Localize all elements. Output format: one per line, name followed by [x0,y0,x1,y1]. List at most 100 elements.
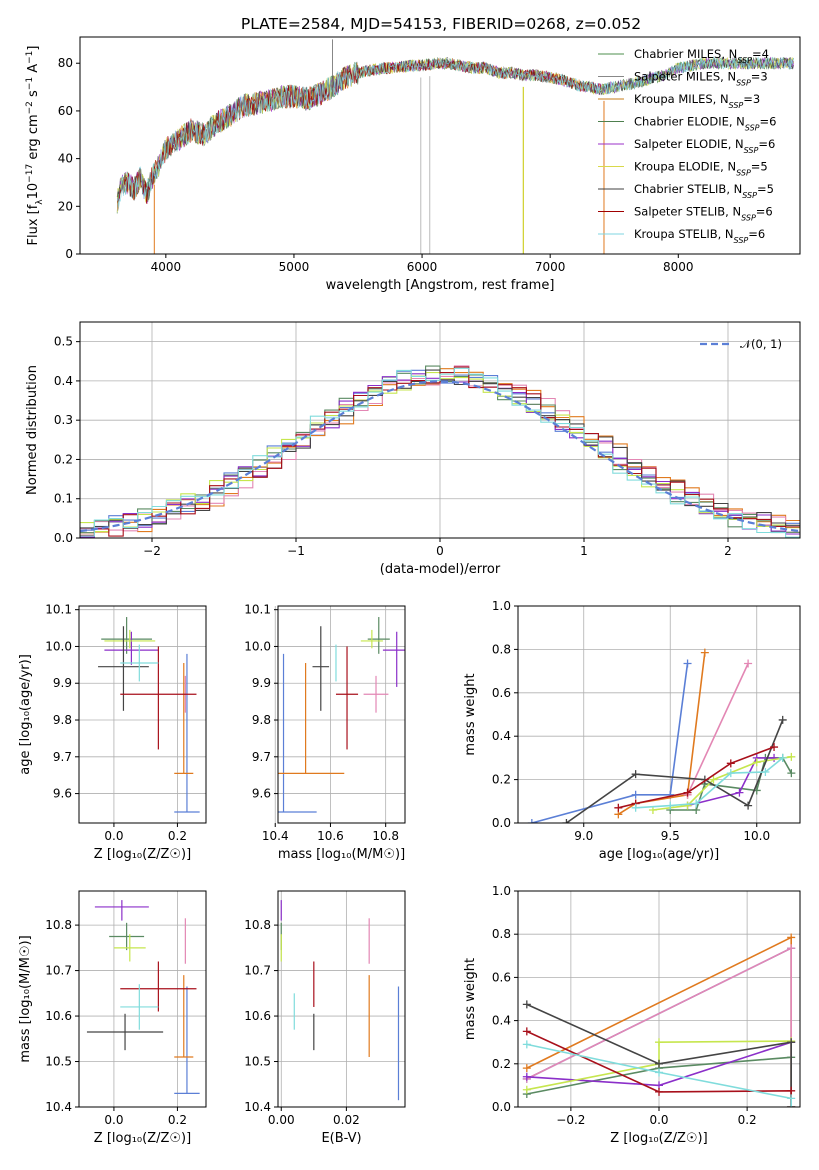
x-tick-label: 9.0 [574,829,593,843]
x-tick-label: 0.2 [168,829,187,843]
error-bar-point [278,653,317,813]
x-tick-label: 10.6 [317,829,344,843]
weight-line [526,1003,792,1107]
error-bar-point [104,631,159,665]
legend-label: Kroupa ELODIE, NSSP=5 [634,160,768,178]
error-bar-point [113,934,146,962]
plot-area [116,39,794,254]
weight-marker [744,801,753,810]
legend-entry: Salpeter MILES, NSSP=3 [598,70,768,87]
legend-entry: Kroupa STELIB, NSSP=6 [598,227,765,245]
x-axis-label: age [log₁₀(age/yr)] [599,847,720,862]
y-tick-label: 60 [58,104,73,118]
panel-2: −2 −1 0 1 2 0.0 0.1 0.2 0.3 0.4 0.5 (data-model)/er… [25,321,801,577]
plot-area [527,648,796,823]
weight-line [635,757,784,809]
y-axis-label: mass [log₁₀(M/M☉)] [18,935,33,1062]
weight-marker [522,1000,531,1009]
weight-marker [787,944,796,953]
y-tick-label: 10.5 [244,1055,271,1069]
x-tick-label: 0.0 [104,1113,123,1127]
plot-area [522,933,796,1107]
x-tick-label: 7000 [535,260,566,274]
y-tick-label: 0.6 [492,970,511,984]
y-tick-label: 10.4 [244,1100,271,1114]
weight-marker [761,768,770,777]
x-tick-label: 10.0 [743,829,770,843]
weight-marker [787,1038,796,1047]
x-tick-label: 2 [724,544,732,558]
weight-marker [770,743,779,752]
y-tick-label: 0.4 [492,1014,511,1028]
y-tick-label: 10.8 [244,918,271,932]
x-tick-label: −2 [143,544,161,558]
y-tick-label: 10.6 [244,1009,271,1023]
y-tick-label: 10.7 [45,964,72,978]
y-tick-label: 9.6 [53,787,72,801]
weight-marker [709,775,718,784]
y-tick-label: 10.1 [244,603,271,617]
x-tick-label: 10.4 [262,829,289,843]
weight-line [687,757,774,807]
x-tick-label: 10.8 [372,829,399,843]
weight-line [686,663,749,796]
error-bar-point [360,629,383,649]
y-tick-label: 0 [65,247,73,261]
y-tick-label: 10.7 [244,964,271,978]
x-tick-label: 0.0 [104,829,123,843]
y-tick-label: 0.6 [492,686,511,700]
y-axis-label: Flux [fλ10−17 erg cm−2 s−1 A−1] [25,46,45,246]
y-axis-label: age [log₁₀(age/yr)] [18,654,33,775]
legend-entry: Kroupa ELODIE, NSSP=5 [598,160,768,178]
weight-marker [522,1064,531,1073]
y-tick-label: 9.7 [252,750,271,764]
weight-marker [522,1072,531,1081]
error-bar-point [104,629,156,649]
weight-marker [655,1087,663,1096]
weight-series [614,743,779,812]
panel-8: −0.2 0.0 0.2 0.0 0.2 0.4 0.6 0.8 1.0 Z [log₁₀(Z/Z… [463,884,801,1146]
weight-marker [778,715,787,724]
y-tick-label: 1.0 [492,884,511,898]
weight-series [562,715,787,823]
error-bar-point [120,644,159,682]
x-tick-label: −0.2 [556,1113,585,1127]
spectrum-line [116,59,604,204]
x-tick-label: 9.5 [661,829,680,843]
error-bar-point [174,986,200,1094]
y-tick-label: 0.2 [54,452,73,466]
error-bar-point [109,922,145,951]
y-tick-label: 0.2 [492,1057,511,1071]
panel-5: 9.0 9.5 10.0 0.0 0.2 0.4 0.6 0.8 1.0 age [log₁₀(a… [463,599,801,862]
y-tick-label: 10.0 [244,639,271,653]
error-bar-point [312,626,330,711]
legend-entry: Chabrier STELIB, NSSP=5 [598,182,774,200]
spectrum-line [116,56,794,214]
y-tick-label: 9.8 [53,713,72,727]
y-tick-label: 0.4 [54,374,73,388]
weight-marker [522,1027,531,1036]
y-tick-label: 40 [58,152,73,166]
y-tick-label: 9.8 [252,713,271,727]
y-tick-label: 10.8 [45,918,72,932]
y-tick-label: 0.8 [492,642,511,656]
weight-marker [778,753,787,762]
y-axis-label: Normed distribution [25,365,40,495]
y-tick-label: 0.8 [492,927,511,941]
weight-line [531,663,689,823]
weight-marker [655,1068,663,1077]
error-bar-point [174,663,194,774]
axes-frame [517,605,801,824]
legend: 𝒩(0, 1) [700,337,782,351]
x-tick-label: 5000 [279,260,310,274]
legend-entry: Chabrier ELODIE, NSSP=6 [598,115,776,132]
x-tick-label: 1 [580,544,588,558]
legend-label: Salpeter STELIB, NSSP=6 [634,205,773,223]
weight-marker [522,1040,531,1049]
legend: Chabrier MILES, NSSP=4 Salpeter MILES, NS… [598,47,776,245]
legend-entry: Chabrier MILES, NSSP=4 [598,47,769,65]
y-tick-label: 10.0 [45,639,72,653]
legend-entry: Kroupa MILES, NSSP=3 [598,92,760,110]
y-tick-label: 9.6 [252,787,271,801]
